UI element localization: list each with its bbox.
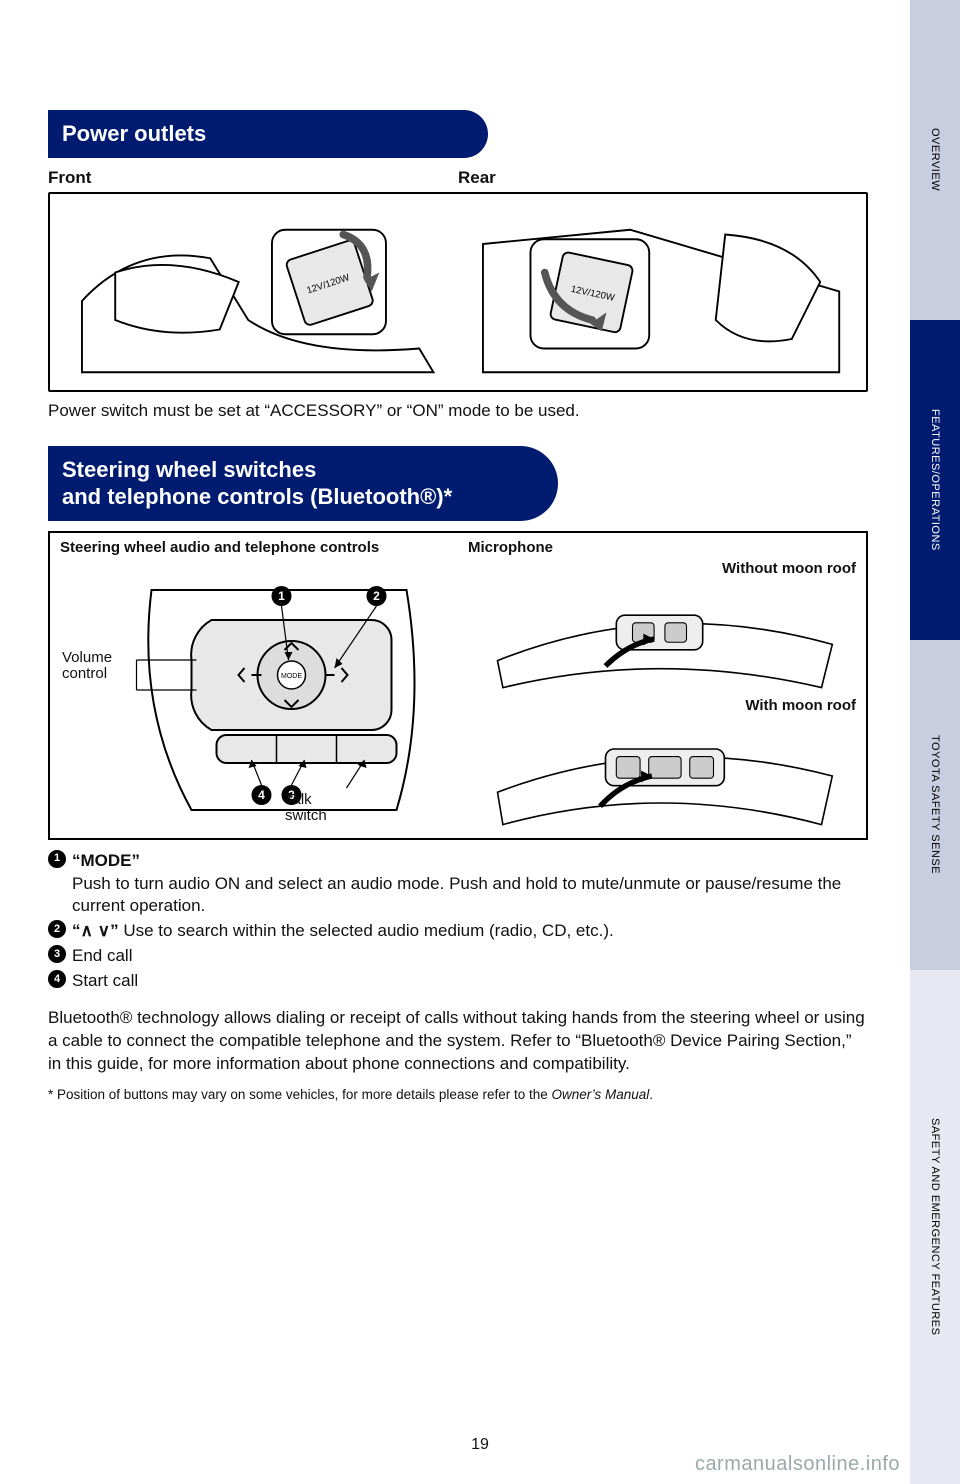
label-with-moon-roof: With moon roof [463,697,856,714]
legend-text-1: “MODE” Push to turn audio ON and select … [72,850,868,919]
svg-text:2: 2 [373,589,380,603]
tab-toyota-safety-sense: TOYOTA SAFETY SENSE [910,640,960,970]
power-outlets-caption: Power switch must be set at “ACCESSORY” … [48,400,868,422]
watermark: carmanualsonline.info [695,1453,900,1476]
legend-num-1: 1 [48,850,66,868]
side-tabs: OVERVIEW FEATURES/OPERATIONS TOYOTA SAFE… [910,0,960,1484]
svg-text:4: 4 [258,788,265,802]
label-front: Front [48,168,458,188]
heading-line2: and telephone controls (Bluetooth®)* [62,483,536,511]
page-number: 19 [0,1436,960,1454]
label-without-moon-roof: Without moon roof [463,560,856,577]
tab-features: FEATURES/OPERATIONS [910,320,960,640]
legend-text-4: Start call [72,970,868,993]
section-heading-power-outlets: Power outlets [48,110,488,158]
bluetooth-paragraph: Bluetooth® technology allows dialing or … [48,1007,868,1076]
tab-safety: SAFETY AND EMERGENCY FEATURES [910,970,960,1484]
legend-item-3: 3 End call [48,945,868,968]
legend-list: 1 “MODE” Push to turn audio ON and selec… [48,850,868,994]
legend-num-2: 2 [48,920,66,938]
mic-without-moon-roof [463,585,856,693]
legend-item-2: 2 “∧ ∨” Use to search within the selecte… [48,920,868,943]
tab-overview: OVERVIEW [910,0,960,320]
section-heading-steering: Steering wheel switches and telephone co… [48,446,558,521]
legend-item-4: 4 Start call [48,970,868,993]
col-heading-microphone: Microphone [458,539,856,556]
steering-controls-diagram: Volume control Talk switch MODE [60,560,453,830]
col-heading-steering: Steering wheel audio and telephone contr… [60,539,458,556]
diagram-front-outlet: 12V/120W [62,202,453,382]
legend-item-1: 1 “MODE” Push to turn audio ON and selec… [48,850,868,919]
steering-figure: Steering wheel audio and telephone contr… [48,531,868,840]
rear-outlet-svg: 12V/120W [473,206,844,377]
svg-text:MODE: MODE [281,673,302,680]
page-content: Power outlets Front Rear 12V/120W [48,0,868,1484]
legend-num-4: 4 [48,970,66,988]
svg-text:1: 1 [278,589,285,603]
outlet-row-labels: Front Rear [48,168,868,188]
heading-text: Power outlets [62,121,206,146]
power-outlets-figure: 12V/120W 12V/120W [48,192,868,392]
label-volume-control: Volume control [62,650,132,683]
legend-text-3: End call [72,945,868,968]
mic-with-moon-roof [463,722,856,830]
legend-text-2: “∧ ∨” Use to search within the selected … [72,920,868,943]
front-outlet-svg: 12V/120W [72,206,443,377]
label-rear: Rear [458,168,868,188]
footnote: * Position of buttons may vary on some v… [48,1086,868,1104]
label-talk-switch: Talk switch [285,792,345,825]
diagram-rear-outlet: 12V/120W [463,202,854,382]
legend-num-3: 3 [48,945,66,963]
steering-svg: MODE 1 2 3 4 [60,560,453,830]
microphone-diagrams: Without moon roof With moon roof [463,560,856,830]
heading-line1: Steering wheel switches [62,456,536,484]
